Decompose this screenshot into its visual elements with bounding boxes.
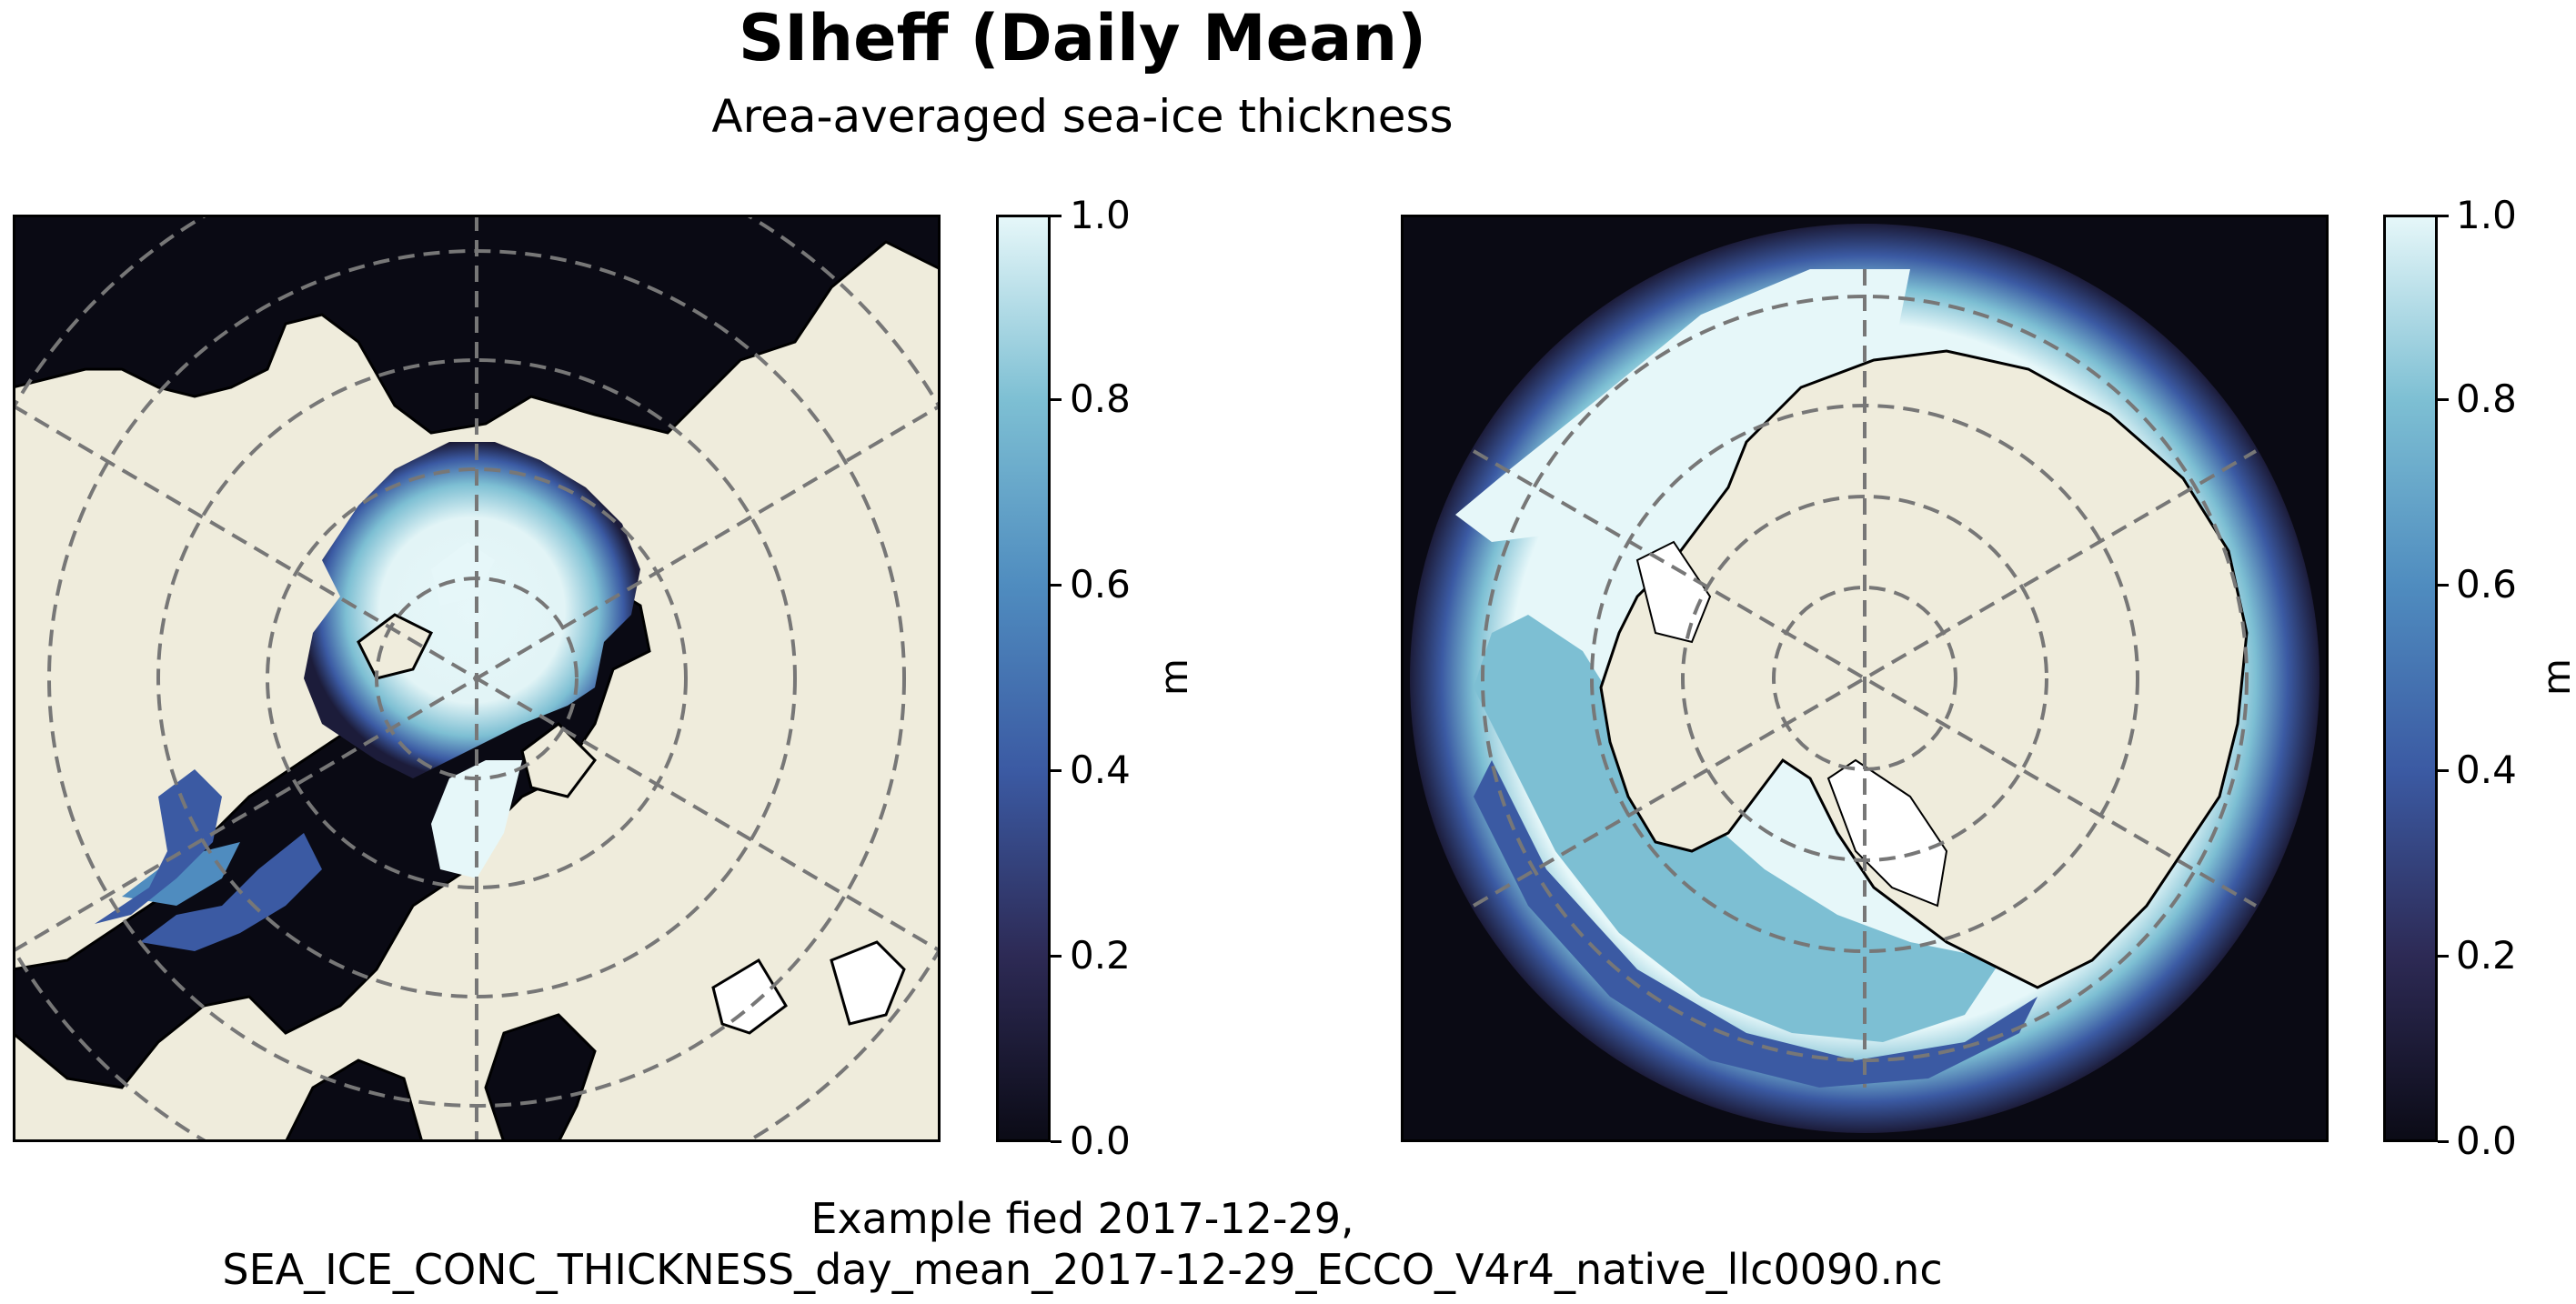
figure-title: SIheff (Daily Mean) (738, 1, 1427, 75)
colorbar-right-gradient (2383, 215, 2438, 1142)
colorbar-left-tick-1: 0.2 (1070, 933, 1131, 978)
graticule (13, 215, 941, 1142)
colorbar-right-tick-4: 0.8 (2456, 376, 2517, 421)
antarctica (1599, 349, 2249, 989)
ronne-ice-shelf (1635, 540, 1712, 644)
map-frame-south (1401, 215, 2329, 1142)
pole-ice (431, 542, 495, 606)
colorbar-right-tick-2: 0.4 (2456, 747, 2517, 792)
colorbar-right-tick-3: 0.6 (2456, 562, 2517, 607)
graticule-south (1472, 269, 2258, 1088)
red-sea (484, 1013, 597, 1142)
north-polar-map-svg (13, 215, 941, 1142)
colorbar-right-tick-0: 0.0 (2456, 1118, 2517, 1163)
colorbar-right-unit: m (2533, 658, 2576, 696)
colorbar-left-unit: m (1151, 658, 1196, 696)
alaska-sea-ice (95, 769, 222, 924)
mediterranean (284, 1058, 424, 1142)
caspian-sea (711, 958, 788, 1035)
arctic-sea-ice (304, 442, 640, 778)
south-polar-map (1401, 215, 2329, 1142)
greenland-sea-ice (431, 760, 522, 878)
colorbar-left-tick-2: 0.4 (1070, 747, 1131, 792)
colorbar-right-tick-1: 0.2 (2456, 933, 2517, 978)
outer-ice-band (1474, 760, 2038, 1088)
canadian-archipelago (357, 613, 434, 680)
colorbar-left-tick-5: 1.0 (1070, 193, 1131, 237)
figure-caption: Example fied 2017-12-29, SEA_ICE_CONC_TH… (0, 1193, 2165, 1295)
weddell-sea-ice (1455, 269, 1910, 542)
caption-line-1: Example fied 2017-12-29, (810, 1194, 1354, 1243)
colorbar-left-tick-4: 0.8 (1070, 376, 1131, 421)
hudson-bay-ice (140, 833, 322, 951)
colorbar-left-gradient (996, 215, 1051, 1142)
colorbar-right (2383, 215, 2438, 1142)
north-polar-map (13, 215, 941, 1142)
svalbard (520, 722, 597, 798)
colorbar-right-tick-5: 1.0 (2456, 193, 2517, 237)
figure-subtitle: Area-averaged sea-ice thickness (711, 90, 1454, 143)
south-polar-map-svg (1401, 215, 2329, 1142)
caption-line-2: SEA_ICE_CONC_THICKNESS_day_mean_2017-12-… (222, 1245, 1943, 1294)
lake-balkhash (830, 940, 906, 1026)
colorbar-left-tick-3: 0.6 (1070, 562, 1131, 607)
map-frame (13, 215, 941, 1142)
colorbar-left (996, 215, 1051, 1142)
colorbar-left-tick-0: 0.0 (1070, 1118, 1131, 1163)
